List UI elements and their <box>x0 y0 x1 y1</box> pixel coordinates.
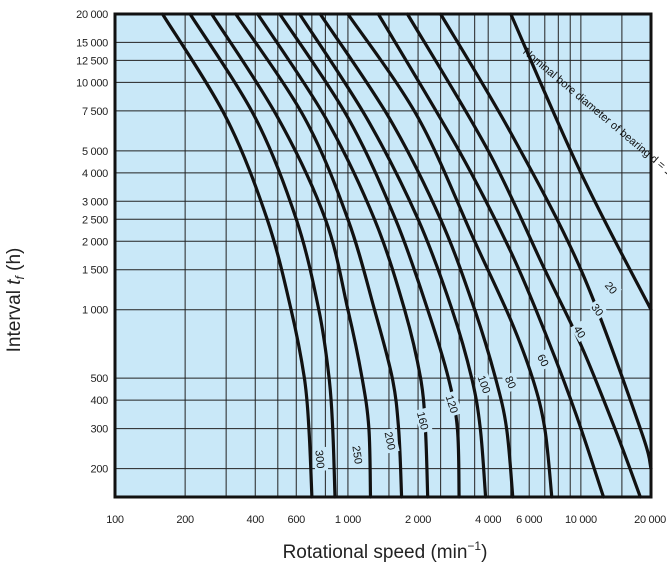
curve-d20 <box>439 12 653 471</box>
y-tick-label: 10 000 <box>76 77 108 89</box>
x-tick-label: 1 000 <box>335 514 361 526</box>
y-tick-label: 2 000 <box>82 236 108 248</box>
curve-label-200: 200 <box>381 427 400 454</box>
curve-label-text: 80 <box>502 375 518 391</box>
x-tick-label: 2 000 <box>405 514 431 526</box>
plot-area <box>115 14 651 497</box>
curve-label-text: 60 <box>534 352 550 368</box>
y-tick-label: 2 500 <box>82 214 108 226</box>
curve-label-text: 250 <box>349 445 363 465</box>
x-tick-label: 100 <box>106 514 124 526</box>
x-axis-title: Rotational speed (min−1) <box>283 539 488 563</box>
curve-d40 <box>376 12 606 499</box>
curve-label-250: 250 <box>349 442 367 468</box>
y-tick-label: 5 000 <box>82 146 108 158</box>
y-tick-label: 20 000 <box>76 9 108 21</box>
curve-label-text: 300 <box>312 450 326 469</box>
y-tick-label: 4 000 <box>82 168 108 180</box>
x-tick-label: 20 000 <box>634 514 666 526</box>
y-axis-title: Interval tf (h) <box>4 248 27 353</box>
curve-d100 <box>298 12 488 499</box>
curve-d250 <box>210 12 373 499</box>
curve-d200 <box>234 12 404 499</box>
curve-label-text: 100 <box>475 374 493 395</box>
curve-label-text: 40 <box>571 324 588 341</box>
curve-label-30: 30 <box>587 298 609 321</box>
plot-frame <box>113 12 653 499</box>
curve-label-bg <box>601 276 623 299</box>
curve-label-text: 30 <box>588 302 605 319</box>
y-tick-label: 400 <box>91 395 109 407</box>
x-tick-label: 10 000 <box>565 514 597 526</box>
curve-label-bg <box>474 370 495 398</box>
y-tick-label: 3 000 <box>82 196 108 208</box>
y-tick-label: 12 500 <box>76 55 108 67</box>
curve-label-40: 40 <box>570 320 591 343</box>
curve-label-60: 60 <box>534 349 554 371</box>
curve-label-bg <box>534 349 554 371</box>
y-tick-labels: 20 000 15 000 12 500 10 000 7 500 5 000 4 000 3… <box>76 9 108 476</box>
y-tick-label: 7 500 <box>82 106 108 118</box>
curve-label-bg <box>587 298 609 321</box>
curve-label-text: 160 <box>414 411 430 432</box>
curve-d80 <box>318 12 515 499</box>
curve-label-160: 160 <box>414 407 433 434</box>
curve-d300 <box>188 12 337 499</box>
curve-label-text: 120 <box>443 394 460 415</box>
curve-dunlabeled <box>160 12 314 499</box>
y-tick-label: 1 000 <box>82 305 108 317</box>
y-tick-label: 500 <box>91 373 109 385</box>
x-tick-label: 600 <box>288 514 306 526</box>
curve-label-300: 300 <box>312 446 329 472</box>
curve-label-bg <box>414 407 433 434</box>
curve-label-120: 120 <box>442 390 463 418</box>
curve-label-80: 80 <box>501 371 521 393</box>
x-tick-label: 6 000 <box>516 514 542 526</box>
curve-label-bg <box>570 320 591 343</box>
y-tick-label: 300 <box>91 424 109 436</box>
curve-label-text: 200 <box>382 431 398 451</box>
x-tick-label: 400 <box>247 514 265 526</box>
curve-d10 <box>509 12 653 312</box>
curve-label-bg <box>501 371 521 393</box>
curve-label-bg <box>442 390 463 418</box>
curve-label-100: 100 <box>474 370 495 398</box>
curve-d60 <box>346 12 554 499</box>
x-tick-label: 200 <box>176 514 194 526</box>
y-tick-label: 200 <box>91 464 109 476</box>
y-tick-label: 1 500 <box>82 265 108 277</box>
x-tick-labels: 100 200 400 600 1 000 2 000 4 000 6 000 10 000 20… <box>106 514 666 526</box>
y-tick-label: 15 000 <box>76 37 108 49</box>
curve-label-bg <box>381 427 400 454</box>
curves <box>160 12 653 499</box>
curve-label-bg <box>313 446 329 472</box>
curve-d120 <box>278 12 461 499</box>
x-tick-label: 4 000 <box>475 514 501 526</box>
curve-d30 <box>405 12 642 499</box>
curve-label-bg <box>350 442 367 468</box>
